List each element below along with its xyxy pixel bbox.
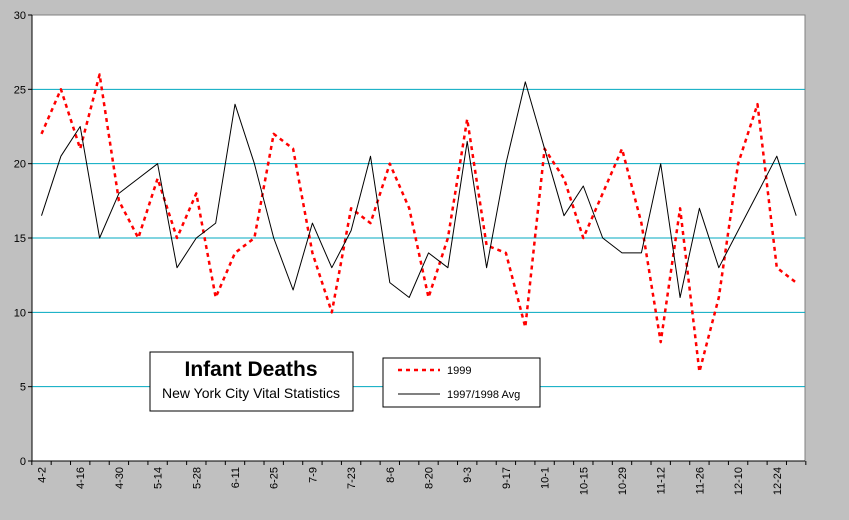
- y-tick-label: 5: [20, 382, 26, 394]
- x-tick-label: 7-9: [307, 467, 319, 483]
- x-tick-label: 12-10: [733, 467, 745, 495]
- x-tick-label: 6-25: [269, 467, 281, 489]
- x-tick-label: 4-30: [114, 467, 126, 489]
- x-tick-label: 9-3: [462, 467, 474, 483]
- series-lines: [40, 73, 797, 374]
- x-tick-label: 4-2: [37, 467, 49, 483]
- y-tick-label: 15: [14, 233, 26, 245]
- x-tick-label: 6-11: [230, 467, 242, 488]
- chart-subtitle: New York City Vital Statistics: [162, 385, 340, 401]
- x-tick-label: 5-14: [153, 467, 165, 489]
- x-tick-label: 9-17: [501, 467, 513, 489]
- series-line-1999: [40, 73, 797, 374]
- chart-title: Infant Deaths: [184, 358, 317, 381]
- x-tick-label: 8-6: [385, 467, 397, 483]
- legend: 1999 1997/1998 Avg: [382, 357, 541, 408]
- x-tick-label: 12-24: [772, 467, 784, 495]
- x-axis: 4-2 4-16 4-30 5-14 5-28 6-11 6-25 7-9 7-23 8-6 8-2…: [31, 460, 807, 495]
- x-tick-label: 5-28: [191, 467, 203, 489]
- title-box: Infant Deaths New York City Vital Statis…: [149, 351, 354, 412]
- legend-label-1999: 1999: [447, 365, 471, 377]
- x-tick-label: 10-29: [617, 467, 629, 495]
- x-tick-label: 10-15: [578, 467, 590, 495]
- y-tick-label: 20: [14, 159, 26, 171]
- y-tick-label: 30: [14, 10, 26, 22]
- x-tick-label: 4-16: [75, 467, 87, 489]
- x-tick-label: 10-1: [540, 467, 552, 489]
- x-tick-label: 11-12: [656, 467, 668, 494]
- series-line-avg: [41, 81, 797, 298]
- y-axis: 0 5 10 15 20 25 30: [14, 10, 33, 468]
- x-tick-label: 7-23: [346, 467, 358, 489]
- x-tick-label: 8-20: [424, 467, 436, 489]
- y-tick-label: 25: [14, 84, 26, 96]
- y-tick-label: 10: [14, 307, 26, 319]
- y-tick-label: 0: [20, 456, 26, 468]
- x-tick-label: 11-26: [694, 467, 706, 494]
- legend-label-avg: 1997/1998 Avg: [447, 389, 520, 401]
